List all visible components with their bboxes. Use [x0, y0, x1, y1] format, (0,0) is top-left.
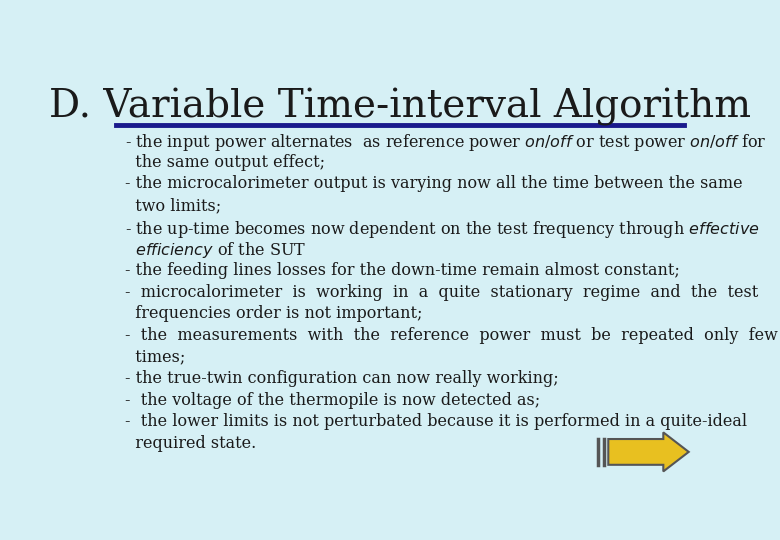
- Text: times;: times;: [125, 348, 185, 366]
- Text: -  the lower limits is not perturbated because it is performed in a quite-ideal: - the lower limits is not perturbated be…: [125, 413, 746, 430]
- Polygon shape: [608, 433, 689, 471]
- Text: - the feeding lines losses for the down-time remain almost constant;: - the feeding lines losses for the down-…: [125, 262, 679, 279]
- Text: - the input power alternates  as reference power $\it{on/off}$ or test power $\i: - the input power alternates as referenc…: [125, 132, 766, 153]
- Text: $\it{efficiency}$ of the SUT: $\it{efficiency}$ of the SUT: [125, 240, 306, 260]
- Text: required state.: required state.: [125, 435, 256, 452]
- Text: the same output effect;: the same output effect;: [125, 154, 324, 171]
- Text: - the true-twin configuration can now really working;: - the true-twin configuration can now re…: [125, 370, 558, 387]
- Text: - the up-time becomes now dependent on the test frequency through $\it{effective: - the up-time becomes now dependent on t…: [125, 219, 760, 240]
- Text: - the microcalorimeter output is varying now all the time between the same: - the microcalorimeter output is varying…: [125, 176, 743, 192]
- Text: frequencies order is not important;: frequencies order is not important;: [125, 305, 422, 322]
- Text: -  microcalorimeter  is  working  in  a  quite  stationary  regime  and  the  te: - microcalorimeter is working in a quite…: [125, 284, 758, 301]
- Text: D. Variable Time-interval Algorithm: D. Variable Time-interval Algorithm: [48, 87, 751, 126]
- Text: two limits;: two limits;: [125, 197, 221, 214]
- Text: -  the voltage of the thermopile is now detected as;: - the voltage of the thermopile is now d…: [125, 392, 540, 409]
- Text: -  the  measurements  with  the  reference  power  must  be  repeated  only  few: - the measurements with the reference po…: [125, 327, 778, 344]
